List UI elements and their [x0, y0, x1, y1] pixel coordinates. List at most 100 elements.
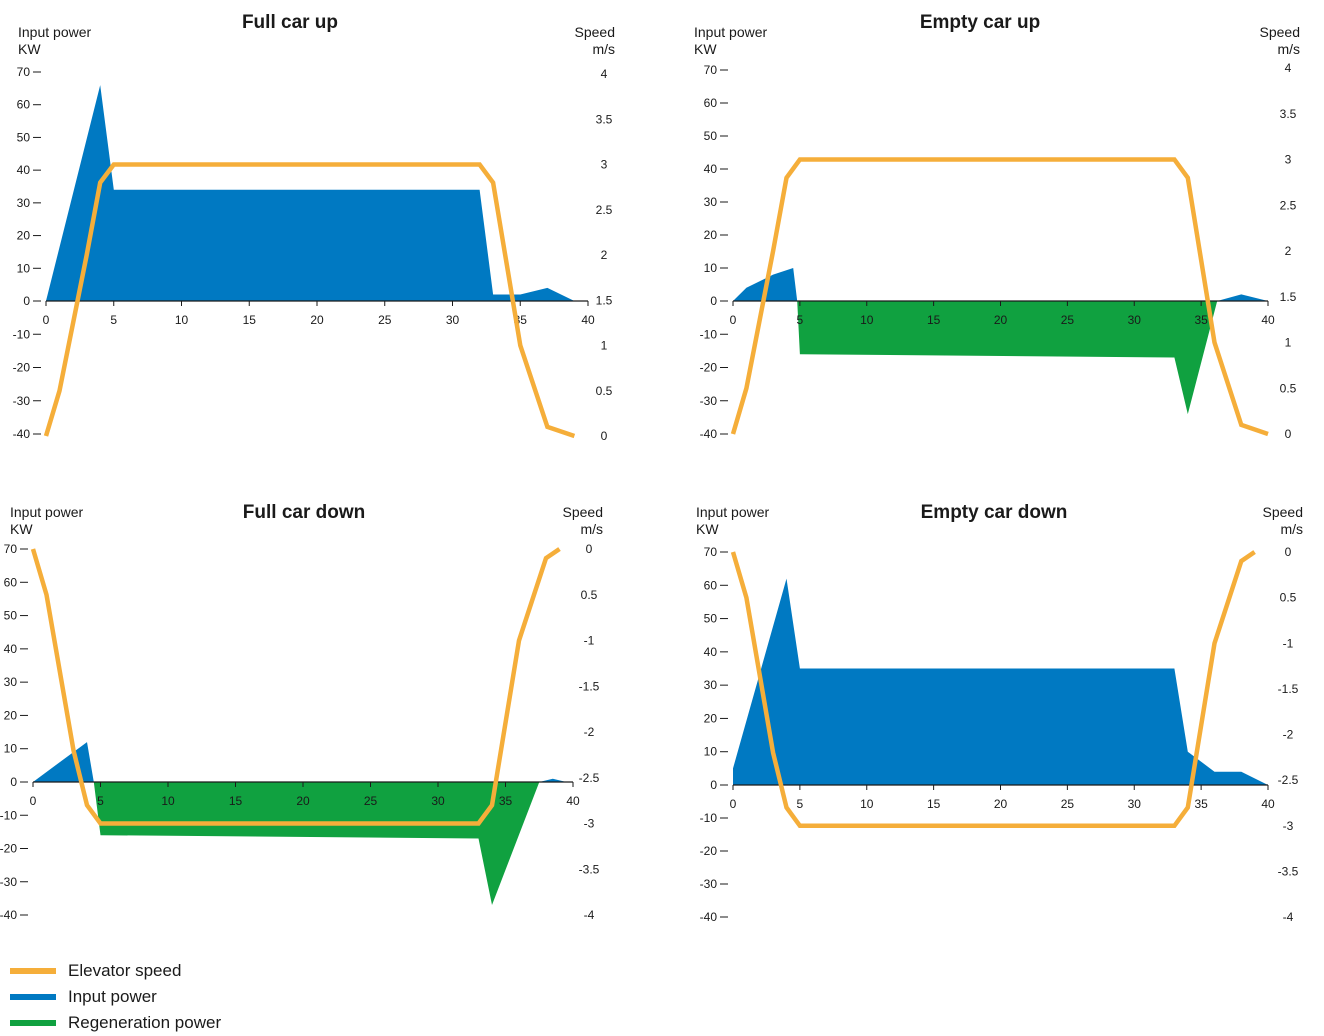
- y2-tick-label: 2: [1285, 244, 1292, 258]
- chart-title: Empty car down: [921, 502, 1068, 523]
- y-tick-label: 50: [17, 130, 31, 144]
- x-tick-label: 10: [860, 313, 874, 327]
- x-tick-label: 30: [1128, 313, 1142, 327]
- y-tick-label: -10: [700, 811, 718, 825]
- y-tick-label: -30: [13, 394, 31, 408]
- y-tick-label: -30: [700, 877, 718, 891]
- y2-tick-label: 3: [601, 158, 608, 172]
- x-tick-label: 0: [730, 313, 737, 327]
- x-tick-label: 15: [927, 313, 941, 327]
- y-tick-label: -20: [700, 844, 718, 858]
- y2-axis-label: m/s: [592, 41, 615, 57]
- x-tick-label: 0: [30, 794, 37, 808]
- chart-panel-3: 0 5 10 15 20 25 30 35 40706050403020100-10-20-30…: [0, 502, 603, 922]
- x-tick-label: 0: [730, 797, 737, 811]
- y-tick-label: -10: [0, 808, 17, 822]
- legend-swatch-input: [10, 994, 56, 1000]
- chart-panel-4: 0 5 10 15 20 25 30 35 40706050403020100-10-20-30…: [696, 502, 1303, 924]
- x-tick-label: 20: [994, 797, 1008, 811]
- x-tick-label: 10: [860, 797, 874, 811]
- y-axis-label: KW: [696, 521, 719, 537]
- x-tick-label: 30: [446, 313, 460, 327]
- y2-axis-label: m/s: [1280, 521, 1303, 537]
- area-input: [46, 85, 575, 301]
- x-tick-label: 35: [1194, 797, 1208, 811]
- y-tick-label: 40: [704, 645, 718, 659]
- y-tick-label: 20: [704, 711, 718, 725]
- y2-tick-label: 0: [586, 542, 593, 556]
- legend-item-regen: Regeneration power: [10, 1010, 221, 1036]
- y2-tick-label: 2.5: [1280, 198, 1297, 212]
- y2-tick-label: -4: [1283, 910, 1294, 924]
- x-tick-label: 40: [1261, 313, 1275, 327]
- y2-tick-label: 4: [1285, 61, 1292, 75]
- y2-tick-label: -3.5: [1278, 864, 1299, 878]
- y-tick-label: 70: [4, 542, 18, 556]
- x-tick-label: 30: [1128, 797, 1142, 811]
- y2-axis-label: Speed: [575, 24, 615, 40]
- speed-line: [30, 547, 561, 826]
- y2-tick-label: -4: [584, 908, 595, 922]
- y-axis-label: KW: [18, 41, 41, 57]
- y-tick-label: 60: [4, 575, 18, 589]
- y-tick-label: 20: [17, 229, 31, 243]
- x-tick-label: 20: [994, 313, 1008, 327]
- y-tick-label: -20: [0, 842, 17, 856]
- y-tick-label: 10: [704, 261, 718, 275]
- y-tick-label: 70: [704, 63, 718, 77]
- y2-tick-label: -1.5: [579, 679, 600, 693]
- x-tick-label: 20: [296, 794, 310, 808]
- y2-tick-label: 1.5: [596, 293, 613, 307]
- y2-tick-label: 1: [1285, 336, 1292, 350]
- area-regen: [797, 301, 1218, 415]
- y-tick-label: 40: [17, 163, 31, 177]
- chart-panel-2: 0 5 10 15 20 25 30 35 40706050403020100-10-20-30…: [694, 12, 1300, 441]
- chart-title: Full car up: [242, 12, 338, 33]
- legend: Elevator speed Input power Regeneration …: [10, 958, 221, 1036]
- y2-tick-label: -1: [1283, 636, 1294, 650]
- legend-label-speed: Elevator speed: [68, 961, 182, 980]
- x-tick-label: 20: [310, 313, 324, 327]
- x-tick-label: 40: [581, 313, 595, 327]
- y-tick-label: 30: [704, 678, 718, 692]
- legend-item-speed: Elevator speed: [10, 958, 221, 984]
- x-tick-label: 5: [797, 797, 804, 811]
- y-tick-label: 20: [4, 708, 18, 722]
- y2-tick-label: -3.5: [579, 862, 600, 876]
- y2-tick-label: -2.5: [579, 771, 600, 785]
- y-tick-label: 30: [704, 195, 718, 209]
- y-axis-label: Input power: [696, 504, 769, 520]
- y2-axis-label: m/s: [1277, 41, 1300, 57]
- y2-tick-label: 0: [1285, 427, 1292, 441]
- y2-axis-label: Speed: [1260, 24, 1300, 40]
- y-tick-label: 30: [4, 675, 18, 689]
- y-tick-label: -40: [700, 427, 718, 441]
- y-tick-label: -40: [700, 910, 718, 924]
- x-tick-label: 25: [364, 794, 378, 808]
- x-tick-label: 5: [97, 794, 104, 808]
- x-tick-label: 0: [43, 313, 50, 327]
- y2-tick-label: 4: [601, 67, 608, 81]
- y-axis-label: Input power: [10, 504, 83, 520]
- y2-tick-label: -2.5: [1278, 773, 1299, 787]
- y-tick-label: 50: [704, 612, 718, 626]
- y-tick-label: 60: [704, 96, 718, 110]
- y2-tick-label: -3: [584, 817, 595, 831]
- x-tick-label: 15: [229, 794, 243, 808]
- y2-tick-label: 0.5: [581, 588, 598, 602]
- y-tick-label: 60: [17, 98, 31, 112]
- y2-tick-label: 2: [601, 248, 608, 262]
- y-axis-label: Input power: [18, 24, 91, 40]
- y2-tick-label: 2.5: [596, 203, 613, 217]
- y2-tick-label: -1: [584, 634, 595, 648]
- y-tick-label: -40: [0, 908, 17, 922]
- area-regen: [93, 782, 540, 905]
- x-tick-label: 15: [243, 313, 257, 327]
- x-tick-label: 5: [110, 313, 117, 327]
- y2-tick-label: -3: [1283, 819, 1294, 833]
- chart-title: Empty car up: [920, 12, 1040, 33]
- y2-tick-label: 3.5: [1280, 107, 1297, 121]
- y2-tick-label: -1.5: [1278, 682, 1299, 696]
- x-tick-label: 25: [1061, 797, 1075, 811]
